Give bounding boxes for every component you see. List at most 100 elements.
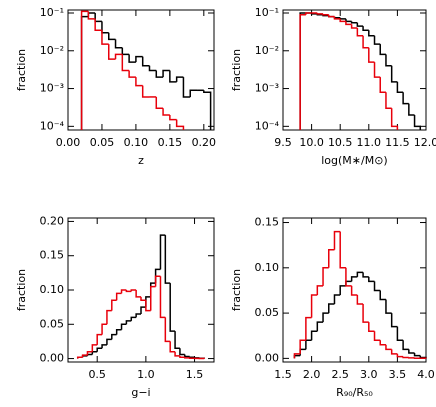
histogram-step bbox=[184, 354, 190, 358]
histogram-step bbox=[339, 231, 346, 269]
histogram-step bbox=[94, 12, 102, 23]
histogram-step bbox=[385, 299, 392, 314]
histogram-step bbox=[184, 357, 190, 359]
histogram-step bbox=[316, 285, 324, 295]
histogram-step bbox=[328, 303, 335, 314]
histogram-step bbox=[379, 290, 386, 301]
x-tick-label: 11.5 bbox=[385, 136, 410, 149]
y-tick-label: 10⁻⁴ bbox=[255, 119, 280, 132]
histogram-step bbox=[402, 356, 409, 359]
histogram-step bbox=[350, 21, 358, 24]
y-tick-label: 0.15 bbox=[255, 216, 280, 229]
histogram-step bbox=[162, 69, 170, 78]
y-tick-label: 0.10 bbox=[255, 261, 280, 274]
histogram-step bbox=[373, 281, 381, 292]
x-tick-label: 2.5 bbox=[331, 368, 349, 381]
x-tick-label: 3.0 bbox=[360, 368, 378, 381]
histogram-step bbox=[91, 344, 98, 352]
histogram-step bbox=[379, 340, 386, 346]
histogram-step bbox=[101, 323, 107, 335]
histogram-step bbox=[408, 103, 415, 116]
histogram-step bbox=[179, 355, 185, 358]
y-tick-label: 10⁻¹ bbox=[40, 6, 64, 19]
histogram-step bbox=[373, 62, 381, 78]
x-tick-label: 0.20 bbox=[192, 136, 217, 149]
histogram-step bbox=[135, 313, 141, 318]
histogram-step bbox=[140, 306, 146, 314]
histogram-step bbox=[149, 285, 156, 311]
histogram-step bbox=[345, 267, 352, 287]
histogram-step bbox=[368, 276, 375, 283]
x-tick-label: 1.0 bbox=[137, 368, 155, 381]
histogram-step bbox=[299, 348, 306, 356]
histogram-step bbox=[390, 65, 398, 83]
x-tick-label: 11.0 bbox=[357, 136, 382, 149]
histogram-step bbox=[305, 339, 312, 350]
histogram-step bbox=[350, 24, 358, 29]
histogram-step bbox=[121, 47, 130, 56]
histogram-step bbox=[189, 89, 198, 97]
histogram-step bbox=[385, 54, 392, 67]
histogram-step bbox=[333, 294, 341, 305]
x-tick-label: 0.5 bbox=[88, 368, 106, 381]
histogram-step bbox=[141, 56, 150, 67]
histogram-step bbox=[135, 55, 143, 63]
histogram-step bbox=[115, 292, 122, 301]
histogram-step bbox=[368, 30, 375, 37]
histogram-step bbox=[80, 15, 89, 130]
histogram-step bbox=[182, 77, 191, 98]
x-axis-label: log(M∗/M⊙) bbox=[321, 154, 387, 167]
histogram-step bbox=[164, 235, 171, 284]
histogram-step bbox=[130, 289, 137, 292]
histogram-step bbox=[125, 320, 132, 325]
x-tick-label: 0.05 bbox=[90, 136, 115, 149]
histogram-step bbox=[111, 299, 117, 311]
y-tick-label: 0.00 bbox=[40, 352, 65, 365]
histogram-step bbox=[368, 322, 375, 332]
histogram-step bbox=[169, 283, 176, 332]
y-tick-label: 10⁻² bbox=[40, 44, 64, 57]
histogram-step bbox=[345, 21, 352, 26]
histogram-step bbox=[385, 344, 392, 351]
y-tick-label: 0.05 bbox=[255, 306, 280, 319]
x-tick-label: 0.00 bbox=[56, 136, 81, 149]
y-tick-label: 10⁻³ bbox=[40, 82, 64, 95]
histogram-step bbox=[299, 13, 306, 130]
plot-frame bbox=[67, 217, 215, 363]
histogram-step bbox=[322, 13, 329, 16]
histogram-step bbox=[396, 81, 404, 93]
x-tick-label: 10.5 bbox=[328, 136, 353, 149]
histogram-step bbox=[175, 76, 184, 82]
histogram-step bbox=[145, 300, 151, 312]
histogram-step bbox=[305, 316, 312, 341]
histogram-step bbox=[159, 234, 166, 270]
histogram-step bbox=[76, 356, 83, 359]
histogram-step bbox=[396, 353, 404, 358]
x-tick-label: 9.5 bbox=[274, 136, 292, 149]
x-tick-label: 2.0 bbox=[303, 368, 321, 381]
histogram-step bbox=[316, 12, 324, 15]
y-tick-label: 10⁻³ bbox=[255, 82, 279, 95]
histogram-step bbox=[179, 348, 185, 356]
histogram-step bbox=[121, 54, 130, 72]
histogram-step bbox=[299, 12, 306, 130]
histogram-step bbox=[87, 12, 96, 17]
x-axis-label: z bbox=[138, 154, 144, 167]
y-axis-label: fraction bbox=[230, 49, 243, 91]
histogram-step bbox=[293, 354, 301, 359]
y-axis-label: fraction bbox=[15, 269, 28, 311]
y-axis-label: fraction bbox=[15, 49, 28, 91]
histogram-step bbox=[169, 70, 177, 83]
histogram-step bbox=[299, 339, 306, 354]
y-tick-label: 10⁻² bbox=[255, 44, 279, 57]
histogram-step bbox=[333, 230, 341, 250]
histogram-step bbox=[81, 354, 88, 358]
histogram-step bbox=[396, 326, 404, 342]
plot-frame bbox=[282, 217, 427, 363]
y-tick-label: 10⁻¹ bbox=[255, 6, 279, 19]
histogram-step bbox=[310, 330, 318, 341]
histogram-step bbox=[385, 92, 392, 110]
histogram-step bbox=[379, 44, 386, 56]
histogram-step bbox=[390, 349, 398, 355]
histogram-step bbox=[125, 290, 132, 293]
